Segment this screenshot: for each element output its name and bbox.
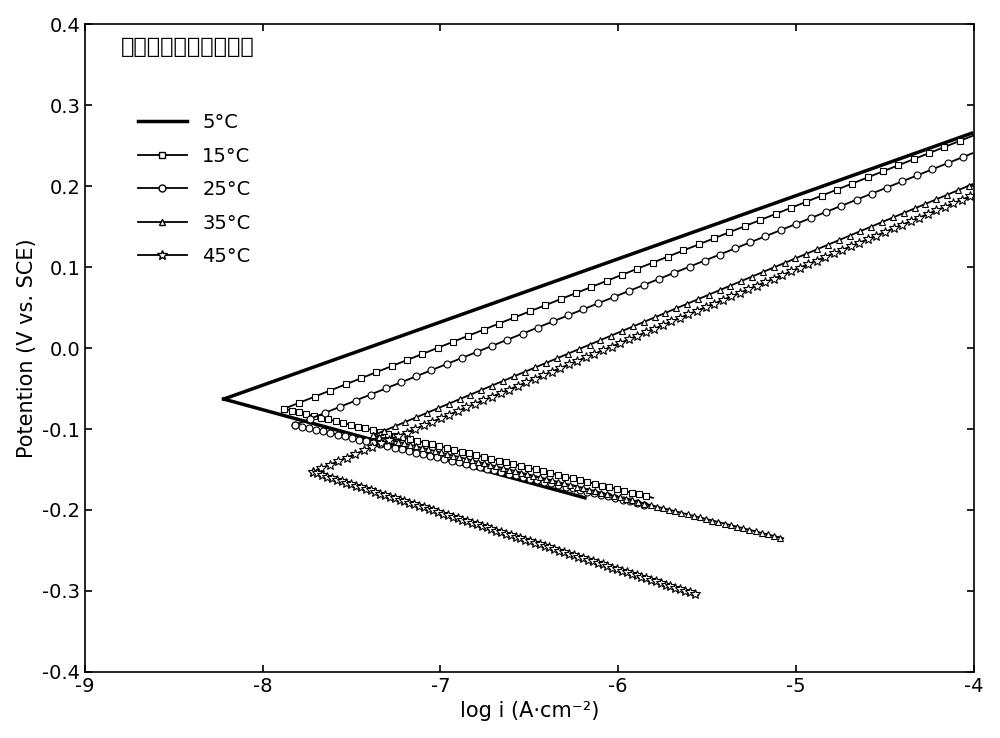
X-axis label: log i (A·cm⁻²): log i (A·cm⁻²) [460,701,599,721]
Text: 黄铁矿在盐碱土溶液中: 黄铁矿在盐碱土溶液中 [121,37,254,57]
Legend: 5°C, 15°C, 25°C, 35°C, 45°C: 5°C, 15°C, 25°C, 35°C, 45°C [130,105,258,274]
Y-axis label: Potention (V vs. SCE): Potention (V vs. SCE) [17,238,37,458]
